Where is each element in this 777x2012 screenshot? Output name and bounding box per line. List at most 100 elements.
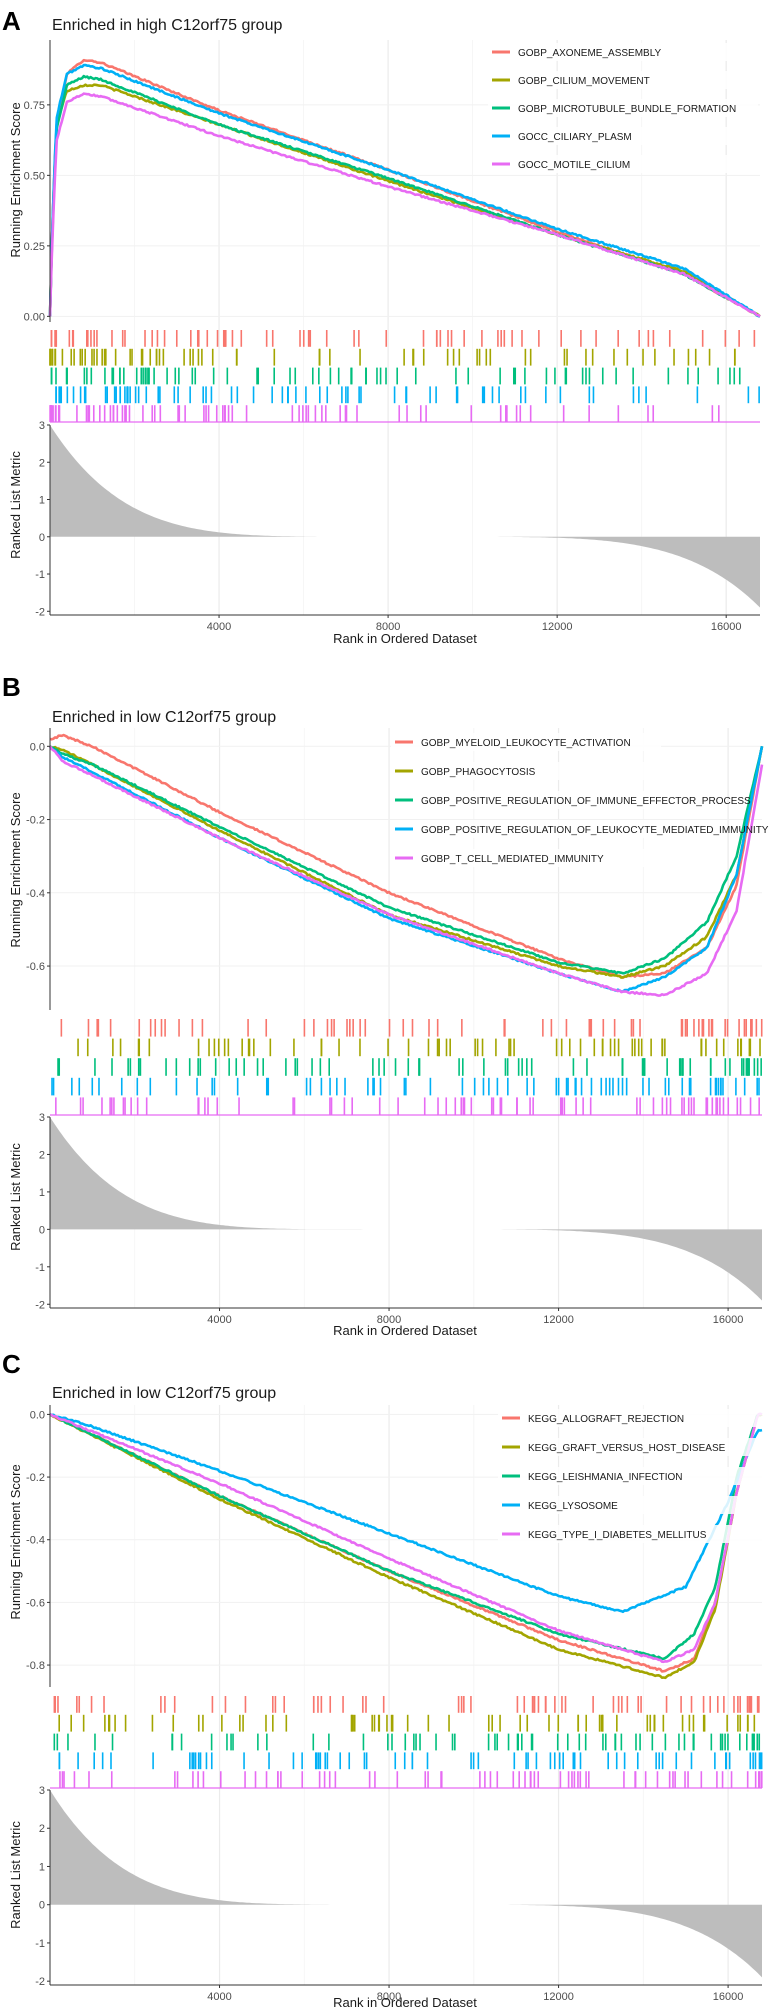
metric-y-tick-label: 2 xyxy=(39,457,45,469)
es-line-gocc-ciliary-plasm xyxy=(48,63,761,318)
metric-y-tick-label: 0 xyxy=(39,532,45,544)
legend-key-background xyxy=(498,1467,768,1485)
metric-y-tick-label: 1 xyxy=(39,1861,45,1873)
panel-a-x-ticks: 4000 8000 12000 16000 xyxy=(207,615,741,633)
x-tick-label: 8000 xyxy=(376,621,400,633)
legend-key-background xyxy=(488,99,758,117)
es-line-gocc-motile-cilium xyxy=(48,92,761,318)
panel-a-metric-ticks: -2 -1 0 1 2 3 xyxy=(35,420,760,618)
es-line-gobp-myeloid-leukocyte-activation xyxy=(49,733,764,979)
x-tick-label: 4000 xyxy=(207,1314,231,1326)
legend-label: KEGG_TYPE_I_DIABETES_MELLITUS xyxy=(528,1530,707,1541)
metric-y-tick-label: -2 xyxy=(35,606,45,618)
legend-key-background xyxy=(391,791,661,809)
panel-b-legend: GOBP_MYELOID_LEUKOCYTE_ACTIVATION GOBP_PH… xyxy=(391,733,769,867)
es-y-tick-label: 0.0 xyxy=(30,741,45,753)
legend-label: GOBP_AXONEME_ASSEMBLY xyxy=(518,48,662,59)
x-tick-label: 4000 xyxy=(207,621,231,633)
hits-gobp-axoneme-assembly xyxy=(50,330,756,347)
legend-key-background xyxy=(488,155,758,173)
legend-key-background xyxy=(498,1409,768,1427)
es-line-kegg-type-i-diabetes-mellitus xyxy=(49,1412,763,1664)
panel-b-es-ticks: -0.6 -0.4 -0.2 0.0 xyxy=(26,728,51,1010)
metric-y-tick-label: -2 xyxy=(35,1976,45,1988)
hits-kegg-leishmania-infection xyxy=(53,1733,761,1751)
legend-key-background xyxy=(498,1438,768,1456)
x-tick-label: 12000 xyxy=(543,1991,574,2003)
legend-item: KEGG_GRAFT_VERSUS_HOST_DISEASE xyxy=(498,1438,768,1456)
panel-c-metric-ticks: -2 -1 0 1 2 3 xyxy=(35,1785,762,1988)
hits-gocc-motile-cilium xyxy=(49,405,720,422)
es-line-gobp-cilium-movement xyxy=(48,83,761,318)
legend-key-background xyxy=(498,1496,768,1514)
metric-y-tick-label: 3 xyxy=(39,1112,45,1124)
legend-label: KEGG_ALLOGRAFT_REJECTION xyxy=(528,1414,684,1425)
panel-b-hit-marks xyxy=(50,1019,763,1116)
legend-key-background xyxy=(488,127,758,145)
panel-c-es-ticks: -0.8 -0.6 -0.4 -0.2 0.0 xyxy=(26,1405,51,1687)
x-tick-label: 8000 xyxy=(377,1991,401,2003)
panel-b-metric-label: Ranked List Metric xyxy=(8,1143,23,1251)
legend-key-background xyxy=(391,820,661,838)
legend-label: GOCC_MOTILE_CILIUM xyxy=(518,160,630,171)
x-tick-label: 16000 xyxy=(713,1314,744,1326)
legend-item: GOBP_T_CELL_MEDIATED_IMMUNITY xyxy=(391,849,661,867)
legend-item: KEGG_TYPE_I_DIABETES_MELLITUS xyxy=(498,1525,768,1543)
legend-item: GOBP_MYELOID_LEUKOCYTE_ACTIVATION xyxy=(391,733,661,751)
panel-a-es-plot xyxy=(48,58,761,318)
panel-b-x-axis-label: Rank in Ordered Dataset xyxy=(333,1323,477,1338)
x-tick-label: 4000 xyxy=(207,1991,231,2003)
es-y-tick-label: 0.75 xyxy=(24,100,45,112)
panel-a-metric-label: Ranked List Metric xyxy=(8,451,23,559)
panel-c-metric-label: Ranked List Metric xyxy=(8,1821,23,1929)
panel-a-es-ticks: 0.00 0.25 0.50 0.75 xyxy=(24,40,51,323)
es-y-tick-label: -0.4 xyxy=(26,1535,45,1547)
es-line-kegg-leishmania-infection xyxy=(49,1412,763,1661)
legend-item: GOBP_PHAGOCYTOSIS xyxy=(391,762,661,780)
panel-c: C Enriched in low C12orf75 group -0.8-0.… xyxy=(2,1349,768,2010)
legend-item: GOCC_MOTILE_CILIUM xyxy=(488,155,758,173)
panel-c-es-plot xyxy=(49,1412,763,1680)
es-y-tick-label: -0.6 xyxy=(26,961,45,973)
panel-a-y-axis-label: Running Enrichment Score xyxy=(8,102,23,257)
panel-b-letter: B xyxy=(2,672,21,702)
hits-gobp-myeloid-leukocyte-activation xyxy=(60,1019,763,1037)
legend-item: KEGG_LYSOSOME xyxy=(498,1496,768,1514)
metric-y-tick-label: -1 xyxy=(35,1938,45,1950)
legend-item: GOBP_MICROTUBULE_BUNDLE_FORMATION xyxy=(488,99,758,117)
panel-a-legend: GOBP_AXONEME_ASSEMBLY GOBP_CILIUM_MOVEMEN… xyxy=(488,43,758,173)
es-line-gobp-positive-regulation-of-immune-effector-process xyxy=(49,745,764,975)
hits-gobp-microtubule-bundle-formation xyxy=(50,367,741,385)
legend-label: KEGG_LEISHMANIA_INFECTION xyxy=(528,1472,682,1483)
legend-label: GOBP_T_CELL_MEDIATED_IMMUNITY xyxy=(421,854,604,865)
panel-c-x-ticks: 4000 8000 12000 16000 xyxy=(207,1985,743,2003)
legend-item: GOBP_POSITIVE_REGULATION_OF_LEUKOCYTE_ME… xyxy=(391,820,769,838)
es-y-tick-label: 0.0 xyxy=(30,1409,45,1421)
panel-c-title: Enriched in low C12orf75 group xyxy=(52,1385,276,1402)
metric-y-tick-label: 0 xyxy=(39,1224,45,1236)
hits-gobp-positive-regulation-of-leukocyte-mediated-immunity xyxy=(51,1077,760,1096)
panel-b-y-axis-label: Running Enrichment Score xyxy=(8,792,23,947)
legend-key-background xyxy=(391,762,661,780)
panel-b-title: Enriched in low C12orf75 group xyxy=(52,709,276,726)
panel-b-metric-ticks: -2 -1 0 1 2 3 xyxy=(35,1112,762,1311)
legend-label: GOBP_CILIUM_MOVEMENT xyxy=(518,76,650,87)
hits-kegg-graft-versus-host-disease xyxy=(58,1714,756,1732)
es-y-tick-label: -0.2 xyxy=(26,815,45,827)
panel-c-y-axis-label: Running Enrichment Score xyxy=(8,1464,23,1619)
hits-gobp-positive-regulation-of-immune-effector-process xyxy=(57,1058,762,1076)
hits-kegg-allograft-rejection xyxy=(53,1696,760,1713)
metric-y-tick-label: 1 xyxy=(39,495,45,507)
hits-kegg-type-i-diabetes-mellitus xyxy=(59,1771,763,1788)
legend-label: KEGG_GRAFT_VERSUS_HOST_DISEASE xyxy=(528,1443,726,1454)
es-y-tick-label: 0.00 xyxy=(24,311,45,323)
legend-label: GOBP_MICROTUBULE_BUNDLE_FORMATION xyxy=(518,104,736,115)
x-tick-label: 12000 xyxy=(543,1314,574,1326)
es-y-tick-label: -0.4 xyxy=(26,888,45,900)
legend-label: GOBP_POSITIVE_REGULATION_OF_IMMUNE_EFFEC… xyxy=(421,796,751,807)
es-line-kegg-graft-versus-host-disease xyxy=(49,1413,763,1680)
legend-item: GOCC_CILIARY_PLASM xyxy=(488,127,758,145)
panel-a-letter: A xyxy=(2,6,21,36)
metric-y-tick-label: 3 xyxy=(39,420,45,432)
